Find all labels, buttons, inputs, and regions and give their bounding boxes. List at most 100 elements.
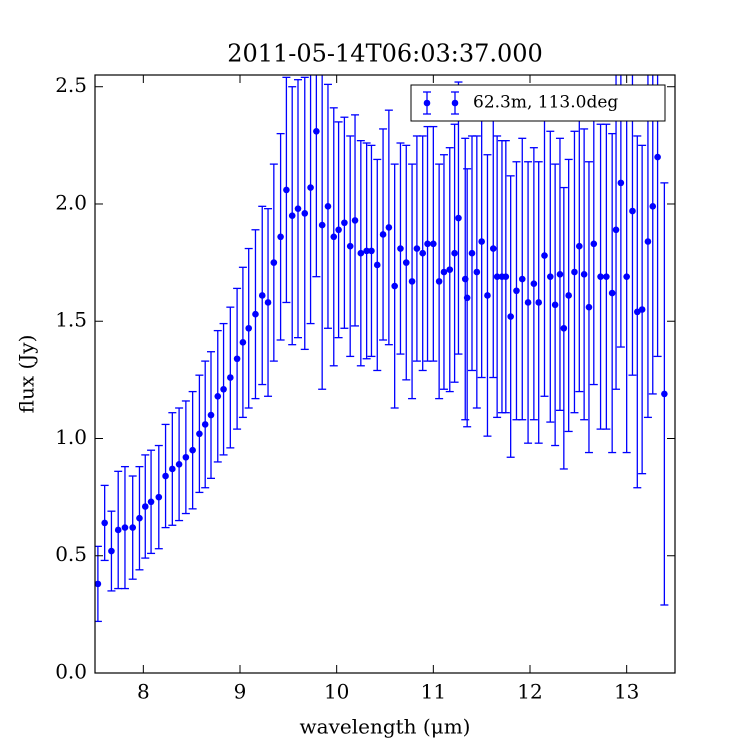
data-point [623, 273, 630, 280]
data-point [233, 355, 241, 363]
data-point [551, 301, 559, 309]
data-point [141, 503, 149, 510]
data-point [270, 259, 278, 266]
plot-frame [94, 74, 676, 674]
data-point [451, 249, 458, 257]
data-point [346, 242, 354, 250]
data-point [175, 460, 183, 468]
x-tick-label: 12 [517, 680, 542, 704]
data-point [252, 310, 259, 318]
data-point [341, 219, 348, 227]
data-point [440, 268, 448, 276]
data-point [446, 266, 454, 273]
y-tick-label: 2.5 [55, 73, 87, 97]
data-point [419, 249, 427, 257]
x-axis-label: wavelength (μm) [300, 715, 471, 739]
data-point [207, 411, 215, 419]
data-point [435, 278, 443, 285]
y-tick-label: 0.0 [55, 660, 87, 684]
data-point [330, 233, 338, 241]
data-point [649, 203, 657, 210]
data-point [507, 313, 514, 320]
y-tick-label: 2.0 [55, 190, 87, 214]
data-point [189, 446, 196, 454]
data-point [129, 524, 136, 531]
data-point [597, 273, 604, 280]
data-point [524, 299, 532, 306]
data-point [430, 240, 437, 248]
data-point [644, 238, 652, 245]
axes: 8 9 10 11 12 13 0.0 0.5 1.0 1.5 2.0 2.5 [55, 73, 676, 704]
data-point [576, 242, 583, 250]
chart-title: 2011-05-14T06:03:37.000 [227, 40, 543, 68]
data-point [335, 226, 342, 234]
legend: 62.3m, 113.0deg [410, 84, 666, 122]
plot-area [95, 75, 669, 623]
data-point [473, 268, 481, 276]
data-point [530, 280, 538, 288]
legend-symbol [451, 99, 459, 107]
data-point [95, 580, 102, 588]
legend-symbol [423, 99, 431, 107]
data-point [518, 275, 526, 283]
data-point [408, 278, 416, 285]
data-point [264, 299, 272, 306]
data-point [463, 294, 471, 302]
data-point [182, 453, 190, 461]
data-point [571, 268, 578, 276]
data-point [612, 226, 620, 234]
data-point [313, 127, 320, 135]
data-point [638, 306, 646, 313]
legend-label: 62.3m, 113.0deg [473, 93, 618, 113]
data-point [324, 203, 332, 210]
data-point [541, 252, 548, 259]
data-point [283, 186, 290, 194]
data-point [368, 247, 375, 255]
data-point [580, 271, 588, 278]
data-point [162, 472, 169, 480]
data-point [489, 245, 497, 252]
x-tick-label: 8 [137, 680, 150, 704]
data-point [547, 273, 554, 280]
data-point [379, 231, 387, 238]
data-point [258, 292, 266, 299]
data-point [424, 240, 431, 248]
data-point [220, 385, 227, 393]
data-point [493, 273, 501, 280]
x-tick-label: 11 [421, 680, 446, 704]
data-point [556, 271, 564, 278]
y-tick-label: 1.0 [55, 425, 87, 449]
data-point [385, 224, 393, 231]
data-point [478, 238, 485, 245]
data-point [608, 289, 616, 297]
data-point [307, 184, 314, 191]
data-point [357, 249, 365, 257]
data-point [391, 282, 398, 290]
data-point [565, 292, 572, 299]
data-point [121, 524, 129, 531]
y-tick-label: 0.5 [55, 542, 87, 566]
y-axis-label: flux (Jy) [15, 335, 39, 414]
data-point [397, 245, 404, 252]
data-point [288, 212, 296, 220]
data-point [351, 217, 359, 224]
x-tick-label: 9 [234, 680, 247, 704]
data-point [629, 207, 636, 215]
data-point [617, 179, 625, 187]
data-point [277, 233, 284, 241]
data-point [294, 205, 302, 212]
data-point [661, 390, 668, 398]
x-tick-label: 13 [614, 680, 639, 704]
data-point [147, 498, 155, 506]
data-point [402, 259, 410, 266]
data-point [196, 430, 203, 438]
x-tick-label: 10 [324, 680, 349, 704]
data-point [201, 421, 209, 428]
y-tick-label: 1.5 [55, 308, 87, 332]
data-point [169, 465, 176, 473]
data-point [502, 273, 510, 280]
data-point [535, 299, 542, 306]
data-point [590, 240, 598, 248]
